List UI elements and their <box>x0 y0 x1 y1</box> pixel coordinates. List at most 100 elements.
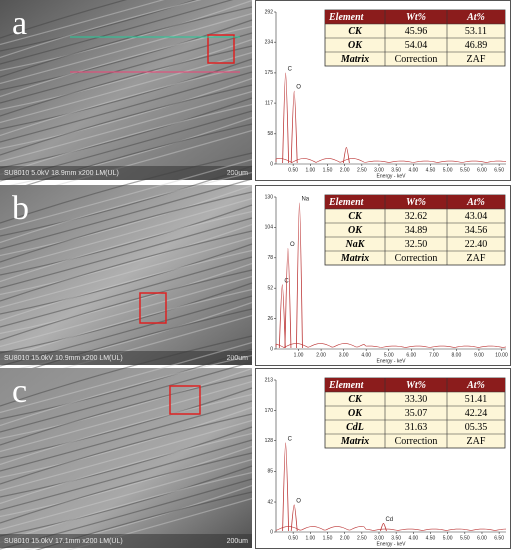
y-tick-label: 42 <box>267 499 273 505</box>
y-tick-label: 0 <box>270 161 273 167</box>
sem-texture <box>0 19 253 91</box>
table-cell: Matrix <box>340 54 369 65</box>
sem-texture <box>0 38 253 111</box>
x-tick-label: 2.00 <box>316 352 326 358</box>
sem-texture <box>0 45 253 117</box>
x-tick-label: 3.00 <box>339 352 349 358</box>
sem-texture <box>0 393 253 466</box>
sem-texture <box>0 171 253 244</box>
sem-texture <box>0 400 253 472</box>
x-tick-label: 2.50 <box>357 167 367 173</box>
y-tick-label: 0 <box>270 529 273 535</box>
x-tick-label: 5.50 <box>460 167 470 173</box>
x-tick-label: 4.50 <box>426 167 436 173</box>
sem-texture <box>0 269 253 341</box>
selection-box <box>207 34 235 64</box>
selection-box <box>139 292 167 324</box>
spectrum-peak <box>278 284 286 349</box>
table-cell: CK <box>348 26 363 37</box>
sem-texture <box>0 335 253 407</box>
table-cell: 51.41 <box>465 394 488 405</box>
x-tick-label: 3.50 <box>391 535 401 541</box>
table-cell: 42.24 <box>465 408 488 419</box>
x-tick-label: 2.00 <box>340 167 350 173</box>
sem-texture <box>0 64 253 137</box>
table-header: Element <box>328 12 365 23</box>
sem-texture <box>0 348 253 420</box>
x-axis-label: Energy - keV <box>377 358 407 364</box>
x-tick-label: 7.00 <box>429 352 439 358</box>
sem-texture <box>0 262 253 335</box>
y-tick-label: 26 <box>267 316 273 322</box>
sem-texture <box>0 249 253 322</box>
sem-caption: SU8010 15.0kV 10.9mm x200 LM(UL) <box>4 355 123 362</box>
table-cell: 34.56 <box>465 225 488 236</box>
sem-texture <box>0 123 253 195</box>
x-tick-label: 9.00 <box>474 352 484 358</box>
panel-letter: b <box>12 190 29 227</box>
table-cell: CK <box>348 394 363 405</box>
table-cell: Correction <box>395 436 438 447</box>
sem-texture <box>0 204 253 276</box>
table-cell: 54.04 <box>405 40 428 51</box>
x-tick-label: 5.00 <box>384 352 394 358</box>
spectrum-noise <box>275 158 507 163</box>
sem-texture <box>0 243 253 315</box>
sem-texture <box>35 491 253 550</box>
table-header: Wt% <box>406 12 426 23</box>
sem-texture <box>0 432 253 505</box>
sem-texture <box>0 471 253 544</box>
sem-texture <box>0 158 253 231</box>
sem-texture <box>0 90 253 163</box>
sem-texture <box>0 452 253 524</box>
peak-label: C <box>288 436 293 442</box>
spectrum-peak <box>282 72 290 164</box>
x-axis-label: Energy - keV <box>377 173 407 179</box>
spectrum-peak <box>290 504 298 532</box>
sem-texture <box>0 465 253 537</box>
sem-texture <box>0 275 253 348</box>
sem-texture <box>0 165 253 237</box>
sem-texture <box>0 0 197 52</box>
sem-texture <box>0 445 253 518</box>
table-cell: 46.89 <box>465 40 488 51</box>
table-cell: OK <box>348 408 363 419</box>
sem-texture <box>0 406 253 479</box>
sem-texture <box>0 51 253 124</box>
y-tick-label: 117 <box>265 100 273 106</box>
sem-texture <box>23 484 253 550</box>
y-tick-label: 52 <box>267 286 273 292</box>
sem-texture <box>0 191 253 263</box>
sem-texture <box>0 184 253 257</box>
spectrum-peak <box>380 523 387 532</box>
table-cell: 32.62 <box>405 211 428 222</box>
x-tick-label: 8.00 <box>452 352 462 358</box>
table-cell: ZAF <box>467 436 486 447</box>
table-cell: Matrix <box>340 436 369 447</box>
sem-caption: SU8010 5.0kV 18.9mm x200 LM(UL) <box>4 170 119 177</box>
sem-texture <box>0 301 253 374</box>
x-tick-label: 0.50 <box>288 167 298 173</box>
y-tick-label: 78 <box>267 255 273 261</box>
x-tick-label: 6.50 <box>494 167 504 173</box>
spectrum-peak <box>290 90 298 164</box>
x-tick-label: 5.00 <box>443 535 453 541</box>
table-header: At% <box>466 380 485 391</box>
x-tick-label: 6.50 <box>494 535 504 541</box>
y-tick-label: 0 <box>270 346 273 352</box>
x-tick-label: 6.00 <box>477 167 487 173</box>
table-cell: 35.07 <box>405 408 428 419</box>
sem-texture <box>0 374 253 446</box>
sem-texture <box>0 197 253 270</box>
sem-texture <box>0 236 253 309</box>
sem-texture <box>0 210 253 283</box>
panel-letter: a <box>12 5 27 42</box>
x-tick-label: 4.00 <box>408 535 418 541</box>
y-tick-label: 292 <box>265 9 274 15</box>
sem-texture <box>0 0 253 72</box>
sem-texture <box>0 426 253 498</box>
sem-texture <box>0 419 253 492</box>
sem-texture <box>0 12 253 85</box>
x-tick-label: 4.00 <box>361 352 371 358</box>
y-tick-label: 104 <box>265 225 274 231</box>
